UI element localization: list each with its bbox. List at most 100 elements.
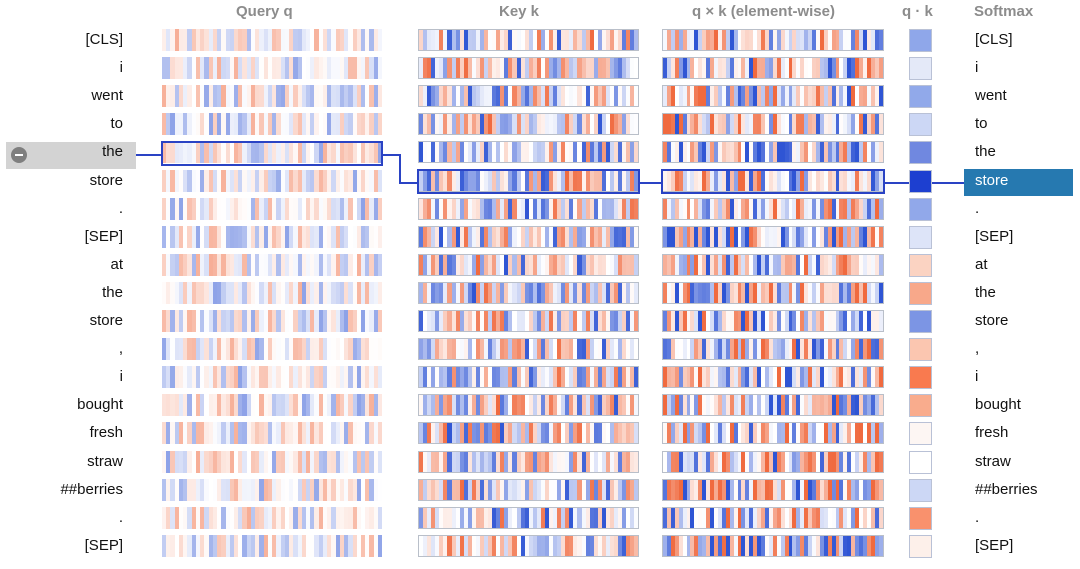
vector-cell <box>217 169 222 192</box>
vector-cell <box>776 58 781 79</box>
vector-cell <box>749 142 754 163</box>
query-vector <box>162 169 383 192</box>
vector-cell <box>204 478 209 501</box>
query-token-label[interactable]: went <box>91 87 123 105</box>
vector-cell <box>772 30 777 50</box>
vector-cell <box>878 86 883 107</box>
vector-cell <box>553 423 558 444</box>
vector-cell <box>280 29 285 51</box>
vector-cell <box>208 450 213 473</box>
vector-cell <box>764 198 769 219</box>
query-token-label[interactable]: at <box>110 255 123 273</box>
query-token-label[interactable]: i <box>119 59 123 77</box>
query-token-label[interactable]: the <box>102 283 123 301</box>
query-token-label[interactable]: bought <box>77 396 123 414</box>
vector-cell <box>800 451 805 472</box>
vector-cell <box>863 170 867 191</box>
vector-cell <box>614 30 619 50</box>
vector-cell <box>427 451 432 472</box>
vector-cell <box>435 254 440 275</box>
vector-cell <box>682 451 687 472</box>
vector-cell <box>686 311 691 331</box>
vector-cell <box>348 169 353 192</box>
vector-cell <box>174 85 179 108</box>
vector-cell <box>166 113 171 136</box>
vector-cell <box>561 367 566 388</box>
query-token-label[interactable]: i <box>119 368 123 386</box>
vector-cell <box>812 114 816 135</box>
vector-cell <box>784 395 789 416</box>
vector-cell <box>589 535 594 556</box>
vector-cell <box>863 479 867 500</box>
vector-cell <box>557 114 562 135</box>
vector-cell <box>314 366 319 389</box>
vector-cell <box>870 535 875 556</box>
vector-cell <box>187 506 192 529</box>
vector-cell <box>229 141 234 164</box>
vector-cell <box>843 339 848 360</box>
vector-cell <box>463 198 468 219</box>
vector-cell <box>348 85 353 108</box>
query-token-label[interactable]: ##berries <box>60 480 123 498</box>
vector-cell <box>800 170 805 191</box>
vector-cell <box>162 197 167 220</box>
vector-cell <box>772 226 777 247</box>
query-token-label[interactable]: the <box>102 143 123 161</box>
vector-cell <box>463 114 468 135</box>
vector-cell <box>702 58 707 79</box>
vector-cell <box>835 86 840 107</box>
vector-cell <box>200 253 205 276</box>
vector-cell <box>229 534 234 557</box>
vector-cell <box>356 225 362 248</box>
vector-cell <box>553 114 558 135</box>
vector-cell <box>314 534 319 557</box>
vector-cell <box>305 253 311 276</box>
vector-cell <box>475 142 480 163</box>
query-token-label[interactable]: . <box>118 508 123 526</box>
vector-cell <box>352 366 357 389</box>
vector-cell <box>565 226 570 247</box>
vector-cell <box>443 507 448 528</box>
query-token-label[interactable]: store <box>89 312 123 329</box>
query-token-label[interactable]: straw <box>87 452 123 470</box>
vector-cell <box>866 395 871 416</box>
vector-cell <box>605 170 610 191</box>
vector-cell <box>318 113 323 136</box>
vector-cell <box>686 114 691 135</box>
vector-cell <box>467 226 472 247</box>
vector-cell <box>238 338 243 361</box>
query-token-label[interactable]: store <box>89 171 123 189</box>
query-token-label[interactable]: [SEP] <box>84 227 123 245</box>
query-token-label[interactable]: [SEP] <box>84 536 123 554</box>
vector-cell <box>792 226 797 247</box>
vector-cell <box>855 142 860 163</box>
vector-cell <box>512 170 517 191</box>
query-token-label[interactable]: , <box>118 340 123 358</box>
vector-cell <box>593 367 598 388</box>
query-token-label[interactable]: . <box>118 199 123 217</box>
vector-cell <box>713 311 718 331</box>
vector-cell <box>634 451 639 472</box>
vector-cell <box>475 114 480 135</box>
minus-icon[interactable] <box>11 147 27 163</box>
vector-cell <box>863 311 867 331</box>
query-token-label[interactable]: to <box>110 115 123 133</box>
vector-cell <box>183 366 188 389</box>
query-token-label[interactable]: [CLS] <box>85 31 123 48</box>
vector-cell <box>577 30 582 50</box>
selected-token-highlight[interactable] <box>6 142 136 169</box>
query-token-label[interactable]: fresh <box>89 424 123 442</box>
vector-cell <box>435 30 440 50</box>
query-vector <box>162 253 383 276</box>
query-vector <box>162 534 383 557</box>
vector-cell <box>451 254 456 275</box>
vector-cell <box>666 226 671 247</box>
vector-cell <box>496 423 501 444</box>
vector-cell <box>492 423 497 444</box>
vector-cell <box>749 395 754 416</box>
vector-cell <box>827 30 832 50</box>
vector-cell <box>827 339 832 360</box>
vector-cell <box>666 142 671 163</box>
vector-cell <box>614 226 619 247</box>
vector-cell <box>439 339 444 360</box>
